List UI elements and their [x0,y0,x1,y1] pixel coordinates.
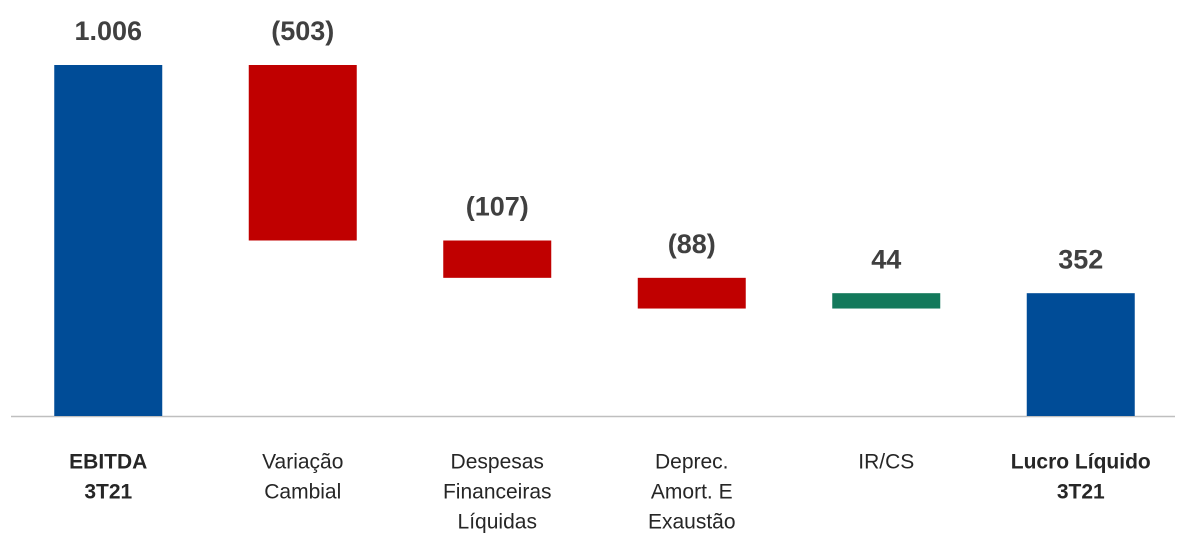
category-label: Variação [262,451,343,474]
data-label: 352 [1058,244,1103,274]
category-label: Financeiras [443,481,552,504]
category-label: Lucro Líquido [1011,451,1151,474]
category-label: EBITDA [69,451,147,474]
bar [1026,293,1135,416]
data-label: (107) [466,192,529,222]
category-label: 3T21 [84,481,132,504]
data-label: (503) [271,16,334,46]
bar [832,293,941,309]
category-label: Exaustão [648,511,736,533]
category-label: Deprec. [655,451,729,474]
category-label: IR/CS [858,451,914,474]
category-label: Líquidas [458,511,537,533]
category-label: 3T21 [1057,481,1105,504]
bar [54,65,163,416]
bar [443,240,552,278]
category-label: Cambial [264,481,341,504]
bar [248,65,357,241]
data-label: (88) [668,229,716,259]
bar [637,277,746,309]
data-label: 44 [871,244,901,274]
category-label: Despesas [451,451,544,474]
data-label: 1.006 [74,16,142,46]
category-label: Amort. E [651,481,733,504]
